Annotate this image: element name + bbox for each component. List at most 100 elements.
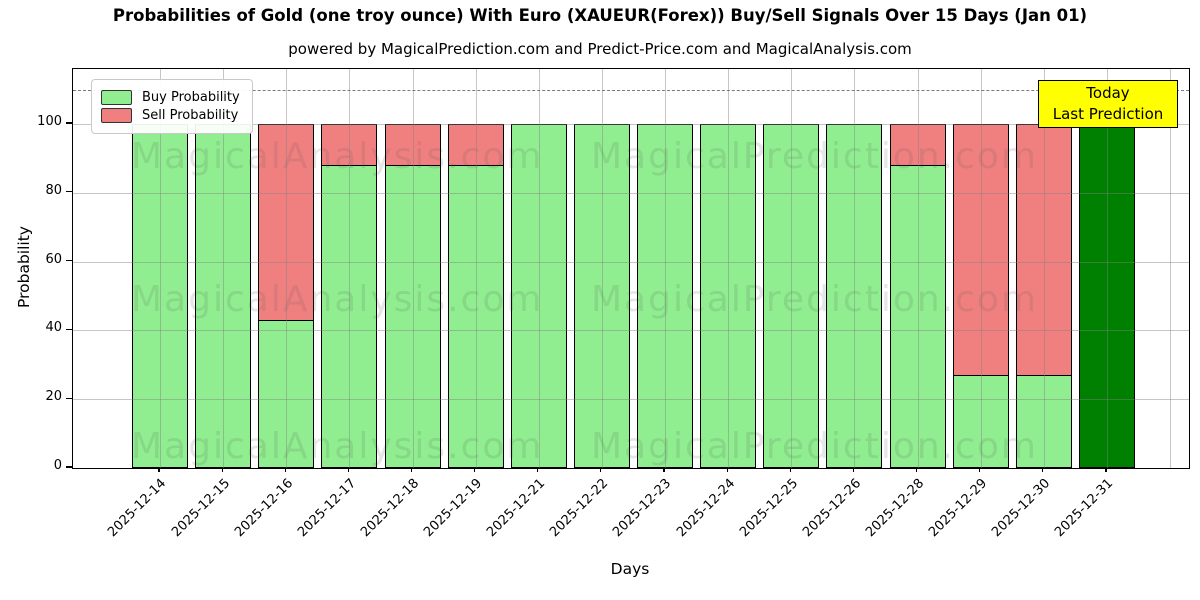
annotation-line1: Today: [1086, 84, 1130, 102]
watermark-text: MagicalPrediction.com: [591, 426, 1038, 467]
watermark-layer: MagicalAnalysis.com MagicalPrediction.com…: [73, 69, 1189, 468]
grid-layer: [73, 69, 1189, 468]
v-gridline: [538, 69, 540, 468]
buy-segment: [195, 124, 252, 468]
chart-subtitle: powered by MagicalPrediction.com and Pre…: [288, 40, 912, 58]
x-tick-label: 2025-12-17: [294, 476, 359, 541]
sell-segment: [321, 124, 378, 167]
bar-2025-12-23: [637, 69, 694, 468]
v-gridline: [286, 69, 288, 468]
watermark-text: MagicalAnalysis.com: [131, 426, 544, 467]
x-tick-label: 2025-12-22: [547, 476, 612, 541]
buy-segment: [1078, 124, 1135, 468]
x-tick-label: 2025-12-19: [421, 476, 486, 541]
x-tick-label: 2025-12-25: [736, 476, 801, 541]
bar-2025-12-29: [952, 69, 1009, 468]
buy-segment: [321, 165, 378, 468]
bar-2025-12-24: [700, 69, 757, 468]
legend-item-buy: Buy Probability: [101, 90, 240, 105]
v-gridline: [412, 69, 414, 468]
today-annotation: Today Last Prediction: [1038, 80, 1178, 128]
bar-2025-12-17: [321, 69, 378, 468]
x-tick-label: 2025-12-21: [484, 476, 549, 541]
x-axis-label: Days: [610, 560, 650, 578]
bar-2025-12-19: [447, 69, 504, 468]
sell-segment: [384, 124, 441, 167]
sell-segment: [889, 124, 946, 167]
y-axis-label: Probability: [15, 226, 33, 308]
v-gridline: [665, 69, 667, 468]
buy-segment: [952, 375, 1009, 468]
watermark-text: MagicalPrediction.com: [591, 136, 1038, 177]
v-gridline: [1170, 69, 1172, 468]
legend: Buy Probability Sell Probability: [91, 79, 253, 134]
watermark-text: MagicalAnalysis.com: [131, 136, 544, 177]
x-tick-label: 2025-12-30: [989, 476, 1054, 541]
y-tick-label: 60: [45, 251, 62, 267]
x-tick-label: 2025-12-24: [673, 476, 738, 541]
x-tick-label: 2025-12-23: [610, 476, 675, 541]
buy-probability-swatch: [101, 90, 132, 105]
bar-2025-12-16: [258, 69, 315, 468]
buy-segment: [826, 124, 883, 468]
bar-2025-12-28: [889, 69, 946, 468]
bar-2025-12-14: [132, 69, 188, 468]
sell-probability-swatch: [101, 108, 132, 123]
v-gridline: [1106, 69, 1108, 468]
x-tick-label: 2025-12-15: [168, 476, 233, 541]
x-tick-label: 2025-12-16: [231, 476, 296, 541]
bar-2025-12-25: [763, 69, 820, 468]
chart-title: Probabilities of Gold (one troy ounce) W…: [112, 6, 1088, 25]
v-gridline: [728, 69, 730, 468]
bar-2025-12-15: [195, 69, 252, 468]
buy-segment: [573, 124, 630, 468]
annotation-line2: Last Prediction: [1052, 105, 1164, 123]
bar-2025-12-22: [573, 69, 630, 468]
h-gridline: [73, 330, 1189, 332]
watermark-text: MagicalAnalysis.com: [131, 279, 544, 320]
sell-segment: [447, 124, 504, 167]
sell-segment: [258, 124, 315, 322]
h-gridline: [73, 124, 1189, 126]
x-tick-label: 2025-12-18: [358, 476, 423, 541]
bar-2025-12-26: [826, 69, 883, 468]
legend-item-sell: Sell Probability: [101, 108, 240, 123]
buy-segment: [258, 320, 315, 468]
v-gridline: [160, 69, 161, 468]
sell-segment: [1015, 124, 1072, 377]
v-gridline: [980, 69, 982, 468]
x-tick-label: 2025-12-28: [863, 476, 928, 541]
v-gridline: [601, 69, 603, 468]
h-gridline: [73, 261, 1189, 263]
bar-2025-12-31: [1078, 69, 1135, 468]
h-gridline: [73, 192, 1189, 194]
legend-label-sell: Sell Probability: [142, 108, 239, 123]
v-gridline: [1043, 69, 1045, 468]
v-gridline: [854, 69, 856, 468]
y-tick-label: 40: [45, 320, 62, 336]
bar-2025-12-21: [510, 69, 567, 468]
buy-segment: [1015, 375, 1072, 468]
buy-segment: [510, 124, 567, 468]
watermark-text: MagicalPrediction.com: [591, 279, 1038, 320]
y-tick-label: 100: [37, 114, 62, 130]
bar-2025-12-18: [384, 69, 441, 468]
y-tick-label: 0: [53, 458, 62, 473]
sell-segment: [952, 124, 1009, 377]
x-tick-label: 2025-12-29: [926, 476, 991, 541]
v-gridline: [791, 69, 793, 468]
v-gridline: [475, 69, 477, 468]
v-gridline: [223, 69, 225, 468]
x-tick-label: 2025-12-26: [800, 476, 865, 541]
bars-layer: [73, 69, 1189, 468]
x-tick-label: 2025-12-14: [105, 476, 170, 541]
bar-2025-12-30: [1015, 69, 1072, 468]
dashed-threshold-line: [73, 89, 1189, 91]
buy-segment: [637, 124, 694, 468]
x-tick-label: 2025-12-31: [1052, 476, 1117, 541]
buy-segment: [763, 124, 820, 468]
y-tick-label: 20: [45, 389, 62, 405]
y-tick-label: 80: [45, 182, 62, 198]
plot-area: MagicalAnalysis.com MagicalPrediction.com…: [72, 68, 1190, 469]
